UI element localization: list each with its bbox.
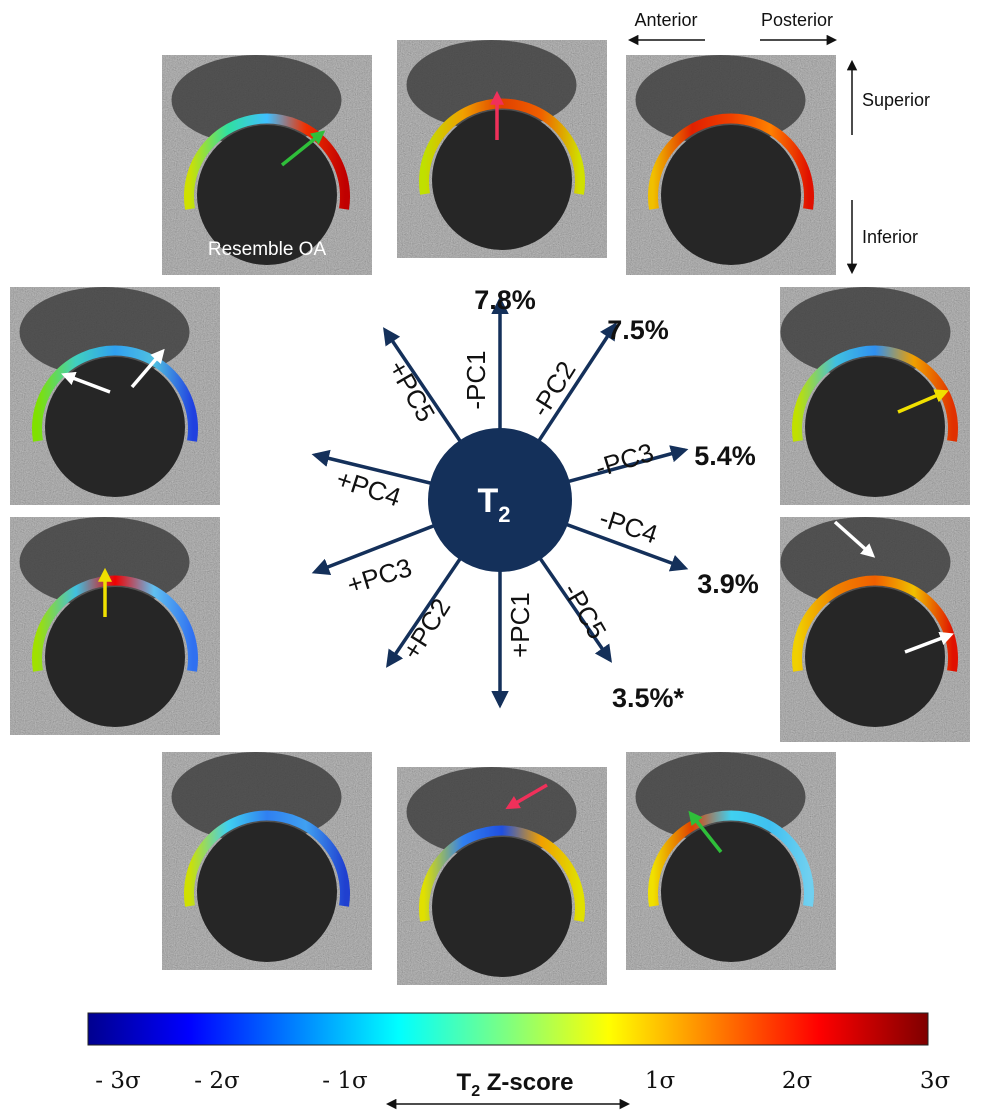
variance-label: 3.5%* — [612, 683, 685, 713]
femoral-head — [197, 822, 337, 962]
pc-label: +PC4 — [333, 464, 405, 513]
mri-panel — [10, 517, 220, 735]
mri-panel — [780, 517, 970, 742]
center-subscript: 2 — [498, 502, 510, 527]
title-text: Z-score — [487, 1069, 574, 1096]
colorbar-tick-label: 1σ — [645, 1068, 676, 1094]
orientation-label: Anterior — [634, 10, 697, 30]
femoral-head — [805, 587, 945, 727]
pc-label: +PC3 — [344, 552, 416, 600]
femoral-head — [432, 837, 572, 977]
mri-panel — [780, 287, 970, 505]
orientation-label: Superior — [862, 90, 930, 110]
femoral-head — [432, 110, 572, 250]
colorbar-tick-label: - 1σ — [322, 1068, 368, 1094]
colorbar-tick-label: 3σ — [920, 1068, 951, 1094]
femoral-head — [45, 587, 185, 727]
title-symbol: T — [457, 1069, 472, 1096]
colorbar-tick-label: - 2σ — [194, 1068, 240, 1094]
center-node — [428, 428, 572, 572]
mri-panel — [397, 767, 607, 985]
variance-label: 7.8% — [474, 285, 536, 315]
femoral-head — [45, 357, 185, 497]
orientation-label: Posterior — [761, 10, 833, 30]
figure: Resemble OA Anterior Posterior Superior Infe… — [0, 0, 981, 1115]
pc-label: -PC1 — [461, 350, 491, 409]
femoral-head — [805, 357, 945, 497]
mri-panel — [10, 287, 220, 505]
title-space — [480, 1069, 487, 1096]
femoral-head — [661, 822, 801, 962]
colorbar-title: T2 Z-score — [457, 1069, 574, 1100]
orientation-label: Inferior — [862, 227, 918, 247]
pc-label: -PC3 — [592, 437, 657, 483]
variance-label: 7.5% — [607, 315, 669, 345]
mri-panel: Resemble OA — [162, 55, 372, 275]
femoral-head — [661, 125, 801, 265]
pc-label: +PC1 — [505, 592, 535, 658]
mri-panel — [397, 40, 607, 258]
title-subscript: 2 — [471, 1083, 480, 1100]
center-symbol: T — [477, 482, 498, 520]
pc-label: -PC5 — [557, 578, 613, 644]
variance-label: 3.9% — [697, 569, 759, 599]
colorbar-tick-label: - 3σ — [95, 1068, 141, 1094]
panel-note: Resemble OA — [208, 239, 327, 260]
colorbar — [88, 1013, 928, 1045]
mri-panel — [162, 752, 372, 970]
pc-label: +PC2 — [396, 593, 456, 665]
colorbar-tick-label: 2σ — [782, 1068, 813, 1094]
variance-label: 5.4% — [694, 441, 756, 471]
mri-panel — [626, 55, 836, 275]
pc-label: +PC5 — [382, 355, 441, 427]
mri-panel — [626, 752, 836, 970]
pc-label: -PC4 — [596, 503, 662, 550]
